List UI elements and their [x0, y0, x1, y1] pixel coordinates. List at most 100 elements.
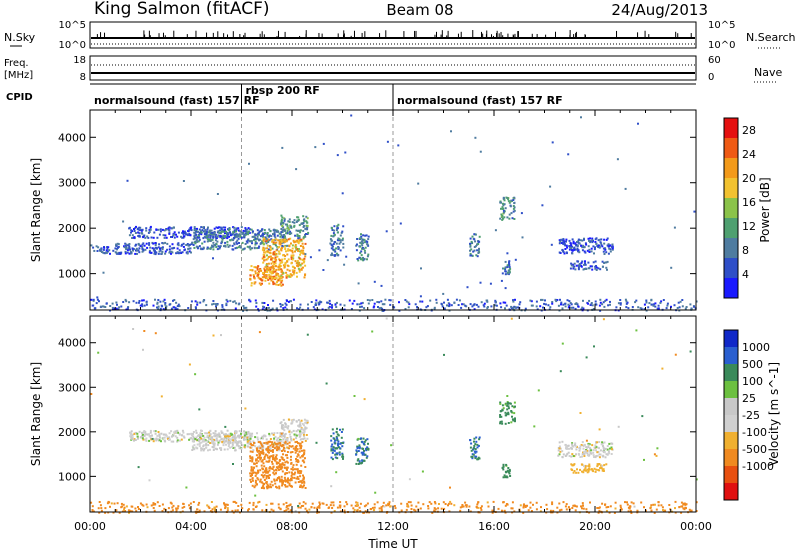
data-cell: [286, 454, 288, 457]
data-cell: [258, 452, 261, 455]
data-cell: [517, 306, 519, 309]
nsky-label: N.Sky: [4, 31, 36, 44]
data-cell: [381, 303, 384, 306]
data-cell: [501, 214, 504, 217]
y-tick-label: 2000: [58, 222, 86, 235]
data-cell: [334, 303, 337, 306]
data-cell: [568, 239, 571, 242]
data-cell: [329, 302, 332, 305]
data-cell: [611, 442, 614, 445]
data-cell: [137, 249, 140, 252]
data-cell: [214, 235, 217, 238]
data-cell: [581, 306, 584, 309]
data-cell: [407, 301, 410, 304]
data-cell: [253, 277, 256, 280]
data-cell: [512, 307, 515, 310]
data-cell: [330, 501, 333, 504]
data-cell: [194, 300, 197, 303]
data-cell: [270, 272, 273, 275]
data-cell: [200, 433, 203, 436]
data-cell: [297, 470, 299, 473]
data-cell: [241, 444, 244, 447]
data-cell: [601, 464, 604, 467]
data-cell: [600, 244, 603, 247]
data-cell: [336, 457, 339, 460]
data-cell: [261, 240, 264, 243]
data-cell: [145, 229, 148, 232]
data-cell: [247, 227, 250, 230]
data-cell: [574, 307, 577, 310]
data-cell: [118, 306, 121, 309]
data-cell: [373, 280, 376, 283]
data-cell: [209, 229, 212, 232]
data-cell: [186, 252, 189, 255]
data-cell: [630, 501, 633, 504]
data-cell: [342, 246, 345, 249]
data-cell: [143, 330, 146, 332]
data-cell: [285, 509, 288, 512]
data-cell: [131, 510, 134, 513]
data-cell: [322, 502, 325, 505]
data-cell: [137, 231, 140, 234]
data-cell: [378, 301, 381, 304]
data-cell: [102, 305, 105, 308]
data-cell: [388, 299, 391, 302]
data-cell: [250, 282, 253, 285]
data-cell: [265, 250, 268, 253]
data-cell: [115, 301, 118, 304]
noise-left-tick-top: 10^5: [59, 20, 86, 31]
data-cell: [233, 230, 236, 233]
data-cell: [549, 306, 552, 309]
data-cell: [154, 332, 157, 335]
data-cell: [581, 455, 583, 458]
data-cell: [557, 449, 560, 452]
data-cell: [261, 233, 264, 236]
data-cell: [657, 501, 660, 504]
data-cell: [257, 460, 260, 463]
data-cell: [276, 230, 279, 233]
data-cell: [302, 229, 305, 232]
data-cell: [164, 252, 167, 255]
data-cell: [215, 226, 218, 229]
data-cell: [251, 457, 254, 460]
data-cell: [361, 447, 364, 450]
data-cell: [137, 437, 139, 440]
data-cell: [282, 272, 285, 275]
data-cell: [500, 420, 503, 423]
data-cell: [689, 509, 692, 512]
data-cell: [666, 302, 669, 305]
data-cell: [289, 273, 292, 275]
data-cell: [295, 437, 298, 440]
data-cell: [195, 436, 198, 439]
data-cell: [206, 504, 209, 507]
data-cell: [235, 228, 238, 231]
data-cell: [291, 247, 294, 250]
data-cell: [571, 442, 574, 445]
data-cell: [366, 438, 369, 441]
data-cell: [602, 455, 605, 458]
data-cell: [578, 238, 580, 241]
data-cell: [295, 246, 298, 249]
data-cell: [380, 506, 383, 509]
data-cell: [262, 305, 264, 308]
data-cell: [419, 295, 422, 298]
data-cell: [282, 435, 285, 437]
data-cell: [363, 249, 366, 252]
data-cell: [296, 307, 298, 310]
data-cell: [152, 440, 155, 443]
data-cell: [380, 509, 383, 512]
data-cell: [595, 266, 598, 269]
data-cell: [674, 511, 677, 514]
data-cell: [240, 432, 242, 435]
data-cell: [157, 252, 160, 255]
data-cell: [223, 433, 225, 436]
data-cell: [584, 466, 587, 469]
data-cell: [212, 432, 215, 435]
data-cell: [261, 276, 264, 279]
data-cell: [130, 231, 132, 234]
data-cell: [123, 506, 126, 509]
data-cell: [303, 418, 306, 421]
data-cell: [215, 237, 218, 240]
data-cell: [299, 422, 302, 425]
